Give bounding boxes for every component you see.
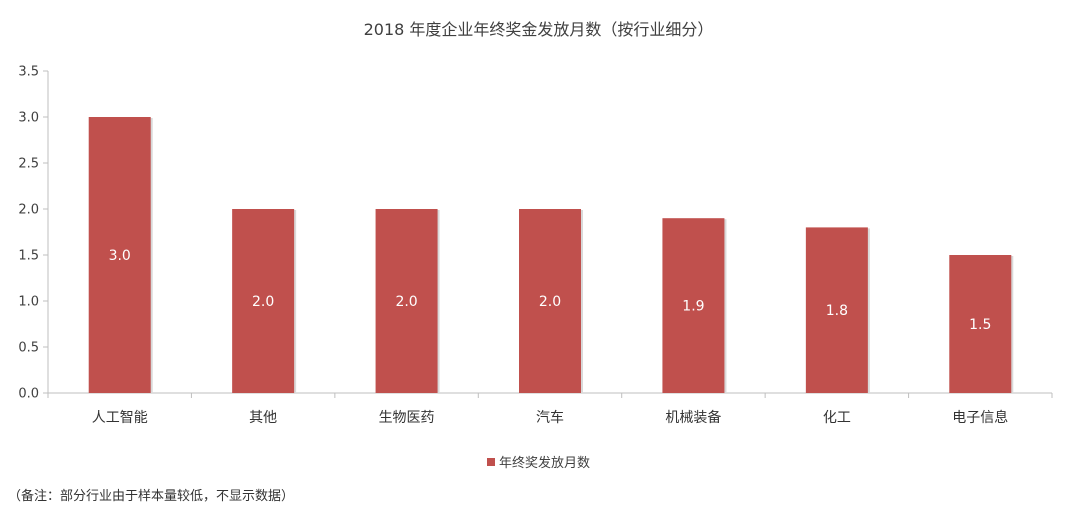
bar-value-label: 2.0 bbox=[252, 294, 274, 310]
x-tick-label: 汽车 bbox=[536, 409, 564, 426]
y-tick-label: 3.0 bbox=[18, 111, 39, 126]
x-tick-label: 其他 bbox=[249, 410, 277, 426]
x-axis-labels: 人工智能 其他 生物医药 汽车 机械装备 化工 电子信息 bbox=[92, 409, 1009, 426]
bar-value-label: 1.5 bbox=[969, 317, 991, 333]
y-tick-label: 0.0 bbox=[18, 387, 39, 402]
legend-label: 年终奖发放月数 bbox=[498, 456, 590, 471]
bar-value-label: 3.0 bbox=[109, 248, 131, 264]
y-axis-ticks: 0.0 0.5 1.0 1.5 2.0 2.5 3.0 3.5 bbox=[18, 65, 48, 402]
x-axis-ticks bbox=[47, 393, 1053, 398]
x-tick-label: 机械装备 bbox=[665, 409, 721, 426]
bar-value-label: 2.0 bbox=[395, 294, 417, 310]
bar bbox=[519, 209, 581, 393]
bar bbox=[375, 209, 438, 393]
x-tick-label: 人工智能 bbox=[92, 410, 148, 426]
bar bbox=[805, 227, 868, 393]
chart-title: 2018 年度企业年终奖金发放月数（按行业细分） bbox=[363, 20, 714, 39]
y-tick-label: 3.5 bbox=[18, 65, 39, 80]
y-tick-label: 1.0 bbox=[18, 295, 39, 310]
bar bbox=[88, 117, 151, 393]
bar-value-label: 1.9 bbox=[682, 299, 704, 315]
bars bbox=[88, 117, 1014, 393]
y-tick-label: 2.5 bbox=[18, 157, 39, 172]
y-tick-label: 0.5 bbox=[18, 341, 39, 356]
bar bbox=[949, 255, 1012, 393]
legend-swatch bbox=[486, 458, 495, 466]
y-tick-label: 1.5 bbox=[18, 249, 39, 264]
bar-value-labels: 3.0 2.0 2.0 2.0 1.9 1.8 1.5 bbox=[109, 248, 992, 333]
x-tick-label: 电子信息 bbox=[952, 409, 1008, 426]
x-tick-label: 生物医药 bbox=[379, 410, 435, 426]
bar-value-label: 2.0 bbox=[539, 294, 561, 310]
y-tick-label: 2.0 bbox=[18, 203, 39, 218]
legend: 年终奖发放月数 bbox=[0, 452, 1077, 471]
bar bbox=[662, 218, 725, 393]
x-tick-label: 化工 bbox=[823, 410, 851, 426]
bar-value-label: 1.8 bbox=[826, 303, 848, 319]
footnote: （备注：部分行业由于样本量较低，不显示数据） bbox=[8, 489, 295, 504]
bar bbox=[232, 209, 295, 393]
